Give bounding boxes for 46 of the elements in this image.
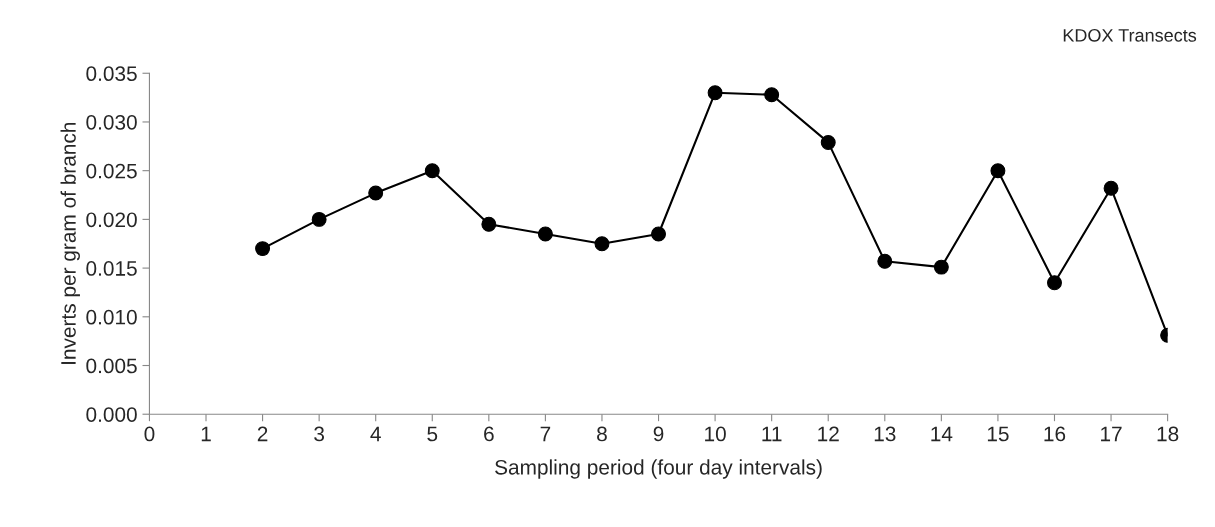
x-tick-label: 0 (144, 426, 155, 442)
x-tick-label: 11 (762, 426, 782, 442)
point (651, 226, 666, 242)
y-tick-label: 0.000 (86, 407, 137, 422)
point (481, 216, 497, 232)
x-tick-label: 5 (427, 426, 438, 442)
x-tick-label: 15 (987, 426, 1009, 442)
x-tick-label: 9 (653, 426, 664, 442)
point (764, 87, 780, 103)
point (368, 185, 384, 201)
x-tick-label: 16 (1044, 426, 1066, 442)
point (1103, 180, 1119, 196)
point (255, 241, 271, 257)
y-tick-label: 0.035 (86, 66, 137, 82)
point (1047, 275, 1062, 291)
x-tick-label: 7 (540, 426, 551, 442)
y-tick-label: 0.015 (86, 261, 137, 276)
x-tick-label: 4 (370, 426, 381, 442)
x-tick-label: 17 (1101, 426, 1122, 442)
point (820, 134, 836, 150)
y-tick-label: 0.030 (86, 114, 137, 130)
x-tick-label: 13 (874, 426, 896, 442)
point (877, 253, 893, 269)
y-tick-label: 0.025 (86, 163, 137, 179)
point (933, 259, 949, 275)
x-tick-label: 3 (314, 426, 325, 442)
point (311, 211, 327, 227)
x-tick-label: 2 (257, 426, 268, 442)
x-tick-label: 10 (705, 426, 726, 442)
y-axis-title: Inverts per gram of branch (60, 122, 80, 364)
x-tick-label: 6 (484, 426, 494, 442)
point (594, 236, 610, 252)
x-axis-title: Sampling period (four day intervals) (495, 459, 822, 479)
point (707, 85, 723, 101)
x-tick-label: 14 (931, 426, 953, 442)
point (990, 163, 1006, 179)
x-tick-label: 18 (1157, 426, 1179, 442)
x-tick-label: 8 (597, 426, 607, 442)
point (537, 226, 553, 242)
y-tick-label: 0.010 (86, 309, 137, 325)
y-tick-label: 0.005 (86, 358, 137, 374)
point (424, 163, 440, 179)
chart-title: KDOX Transects (1063, 28, 1197, 42)
x-tick-label: 12 (818, 426, 839, 442)
y-tick-label: 0.020 (86, 212, 137, 228)
x-tick-label: 1 (201, 426, 211, 442)
